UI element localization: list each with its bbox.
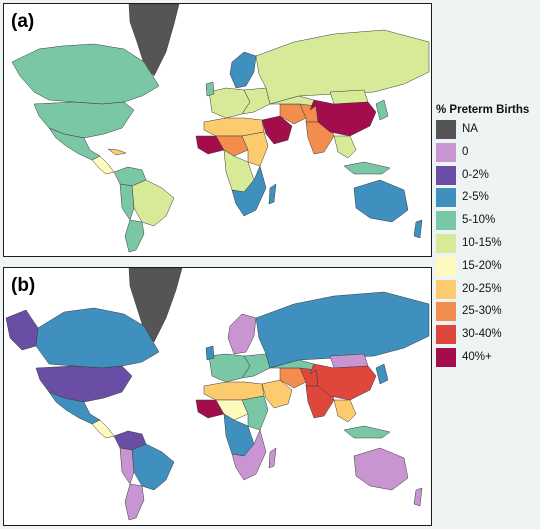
region-korea-japan [375,363,389,385]
region-mongolia [329,89,369,105]
region-caribbean [107,148,127,156]
legend-swatch [436,233,456,253]
world-map-b [5,268,430,521]
legend-swatch [436,279,456,299]
region-madagascar [268,447,277,469]
region-uk [205,345,215,361]
region-scandinavia [229,51,257,89]
region-andes [119,183,135,221]
legend-item: 15-20% [436,256,540,280]
legend-label: 0 [462,145,469,158]
region-usa [35,365,133,403]
region-southern-africa [231,429,267,481]
map-panel-a: (a) [3,3,432,257]
region-madagascar [268,183,277,205]
region-southeast-asia [333,135,357,159]
legend-item: 2-5% [436,188,540,211]
region-sahel [215,399,249,421]
region-central-america [91,419,115,439]
legend-swatch [436,325,456,345]
region-scandinavia [227,313,257,355]
region-new-zealand [413,487,423,507]
legend-item: 40%+ [436,347,540,371]
region-australia [353,447,409,491]
legend-label: 5-10% [462,214,496,227]
legend-items: NA 0 0-2% 2-5% 5-10% 10-15% 15-20% 20-25% 25-30%… [436,120,540,371]
legend-swatch [436,211,456,231]
region-korea-japan [375,99,389,121]
region-canada [35,307,160,369]
legend-item: 0-2% [436,165,540,189]
legend-label: 2-5% [462,191,489,204]
region-canada [11,43,160,105]
region-china [309,99,377,137]
region-north-africa [203,381,265,401]
legend-label: 30-40% [462,328,502,341]
region-argentina-chile [124,219,145,253]
legend-item: 5-10% [436,211,540,234]
region-china [309,363,377,401]
legend-label: 20-25% [462,282,502,295]
region-greenland [128,268,183,343]
legend-item: 25-30% [436,302,540,325]
legend-swatch [436,256,456,276]
panel-label-a: (a) [11,11,35,32]
legend-label: 0-2% [462,168,489,181]
legend-item: 30-40% [436,325,540,348]
region-andes [119,447,135,485]
region-central-america [91,155,115,175]
legend-swatch [436,188,456,208]
region-sahel [215,135,249,157]
legend-label: 40%+ [462,350,492,363]
region-russia [255,29,430,105]
legend-label: 15-20% [462,259,502,272]
legend-title: % Preterm Births [436,104,530,116]
region-indonesia [343,161,391,175]
region-north-africa [203,117,265,137]
panel-label-b: (b) [11,275,36,296]
region-argentina-chile [124,483,145,521]
legend-swatch [436,302,456,322]
legend-item: 20-25% [436,279,540,303]
region-alaska [5,309,39,351]
region-uk [205,81,215,97]
legend-swatch [436,120,456,139]
legend-item: NA [436,120,540,143]
region-west-africa [195,135,225,155]
legend-swatch [436,347,456,367]
legend: % Preterm Births NA 0 0-2% 2-5% 5-10% 10-15% 1… [436,104,540,371]
region-mongolia [329,353,369,369]
region-brazil [131,179,175,227]
map-panel-b: (b) [3,267,432,526]
region-southern-africa [231,165,267,217]
region-west-africa [195,399,225,419]
region-russia [255,291,430,369]
legend-item: 0 [436,142,540,166]
legend-label: NA [462,123,478,135]
region-indonesia [343,425,391,439]
world-map-a [11,4,430,253]
legend-swatch [436,165,456,185]
region-new-zealand [413,219,423,239]
legend-label: 25-30% [462,305,502,318]
region-usa [33,101,135,139]
legend-item: 10-15% [436,233,540,257]
region-southeast-asia [333,399,357,423]
region-australia [353,179,409,223]
legend-swatch [436,142,456,162]
region-greenland [128,4,180,77]
legend-label: 10-15% [462,236,502,249]
region-brazil [131,443,175,491]
